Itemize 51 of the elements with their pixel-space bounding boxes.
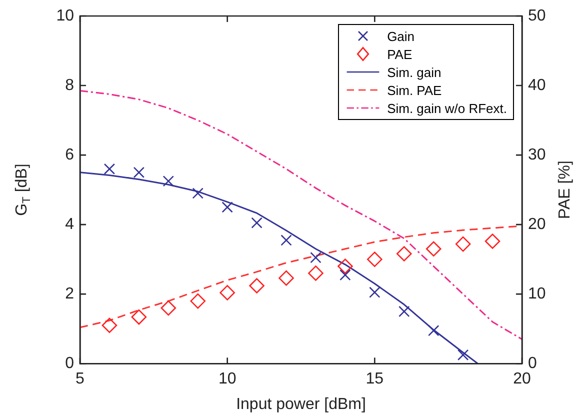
x-tick-label: 5	[76, 370, 85, 388]
y-tick-label: 2	[65, 285, 74, 302]
point	[367, 252, 382, 267]
y2-tick-label: 40	[528, 76, 546, 94]
point	[131, 309, 147, 325]
point	[104, 163, 116, 175]
point	[222, 202, 233, 213]
point	[369, 286, 380, 298]
legend-label: Sim. gain	[387, 64, 442, 80]
y-tick-label: 0	[65, 355, 74, 372]
y2-tick-label: 10	[528, 285, 546, 302]
point	[160, 300, 176, 316]
y2-axis-title: PAE [%]	[556, 160, 574, 219]
point	[102, 318, 118, 334]
legend-label: PAE	[387, 46, 412, 62]
y-axis-title: GT [dB]	[13, 164, 33, 216]
y2-tick-label: 50	[528, 7, 546, 24]
point	[278, 270, 294, 286]
y-tick-label: 4	[65, 216, 74, 233]
point	[192, 188, 204, 199]
y-tick-label: 6	[65, 146, 74, 164]
legend-label: Sim. PAE	[387, 82, 442, 98]
y2-tick-label: 0	[528, 355, 537, 372]
point	[133, 166, 145, 178]
x-tick-label: 15	[366, 370, 384, 388]
point	[455, 236, 471, 252]
y-tick-label: 8	[65, 76, 74, 94]
point	[338, 258, 353, 274]
point	[484, 234, 500, 249]
point	[308, 266, 324, 281]
x-tick-label: 20	[513, 370, 531, 388]
point	[396, 246, 412, 262]
point	[190, 293, 206, 309]
y-tick-label: 10	[56, 7, 74, 24]
point	[398, 306, 410, 318]
point	[340, 269, 351, 281]
y2-tick-label: 30	[528, 146, 546, 164]
point	[310, 252, 322, 264]
legend-label: Sim. gain w/o RFext.	[387, 100, 507, 116]
point	[428, 324, 440, 336]
x-tick-label: 10	[218, 370, 236, 388]
y2-tick-label: 20	[528, 216, 546, 233]
point	[280, 234, 292, 246]
point	[457, 349, 469, 361]
point	[249, 278, 264, 294]
legend-label: Gain	[387, 28, 415, 44]
point	[162, 176, 174, 187]
x-axis-title: Input power [dBm]	[236, 396, 366, 413]
point	[220, 285, 235, 300]
point	[251, 217, 262, 228]
point	[426, 241, 442, 257]
